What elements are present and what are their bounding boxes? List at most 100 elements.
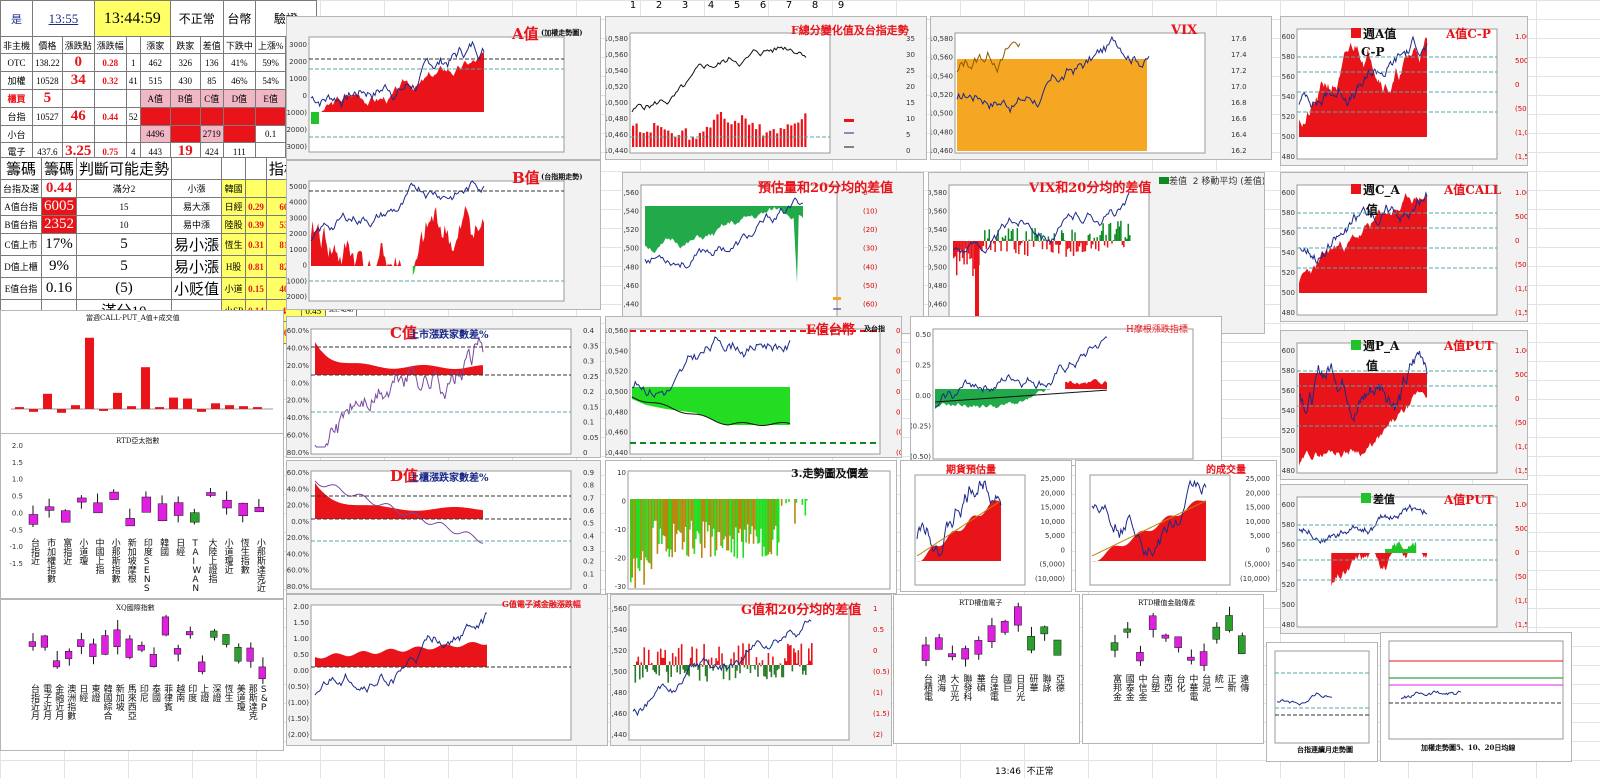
y-tick-label: 2.0 bbox=[12, 442, 23, 450]
y-tick-label: 10,560 bbox=[606, 51, 628, 59]
cp-bar bbox=[211, 403, 220, 409]
candle-body bbox=[1110, 642, 1119, 651]
tab-9[interactable]: 9 bbox=[837, 0, 845, 11]
tab-3[interactable]: 3 bbox=[681, 0, 689, 11]
f-index-line bbox=[631, 46, 807, 113]
panel-g-diff: 10,560 10,540 10,520 10,500 10,480 10,460 10,4… bbox=[610, 594, 892, 746]
candle-label: 一 bbox=[1215, 684, 1224, 694]
y-tick-label: 5 bbox=[906, 131, 910, 139]
y-tick-label: 10,000 bbox=[1246, 518, 1271, 526]
y-tick-label: 10,600 bbox=[1281, 347, 1295, 355]
y-tick-label: (1) bbox=[873, 689, 883, 697]
y-tick-label: (1,500) bbox=[1515, 467, 1527, 475]
diff-put-chart: 10,600 10,580 10,560 10,540 10,520 10,500 10,4… bbox=[1281, 496, 1527, 629]
f-bar bbox=[776, 133, 779, 147]
y-tick-label: (10,000) bbox=[1240, 575, 1270, 583]
tab-5[interactable]: 5 bbox=[733, 0, 741, 11]
e-value-title: E值台幣 bbox=[806, 323, 855, 338]
tr-bar bbox=[745, 499, 747, 543]
tr-bar bbox=[689, 499, 691, 530]
quote-cell: A值 bbox=[139, 89, 171, 108]
candle-label: 度 bbox=[188, 692, 197, 704]
gd-bar bbox=[758, 662, 761, 665]
gd-bar bbox=[763, 665, 765, 677]
quote-row: 櫃買5A值B值C值D值E值自差 bbox=[0, 89, 317, 108]
vixdiff-bar bbox=[1115, 228, 1118, 241]
cp-bar bbox=[169, 397, 178, 409]
tab-6[interactable]: 6 bbox=[759, 0, 767, 11]
candle-label: 傳 bbox=[1240, 682, 1249, 694]
y-tick-label: (2) bbox=[873, 731, 883, 739]
candle-label: 指 bbox=[63, 546, 72, 558]
strategy-cell bbox=[245, 179, 267, 198]
y-tick-label: 17.4 bbox=[1231, 51, 1247, 59]
vixdiff-bar bbox=[1081, 241, 1084, 253]
tab-8[interactable]: 8 bbox=[811, 0, 819, 11]
gd-bar bbox=[691, 646, 693, 665]
tab-7[interactable]: 7 bbox=[785, 0, 793, 11]
y-tick-label: 10,580 bbox=[1281, 521, 1295, 529]
vixdiff-bar bbox=[1112, 240, 1115, 241]
ok-cell[interactable]: 是 bbox=[0, 0, 34, 37]
tab-4[interactable]: 4 bbox=[707, 0, 715, 11]
panel-volume-b: 25,000 20,000 15,000 10,000 5,000 0 (5,000) (10… bbox=[1075, 460, 1277, 592]
vixdiff-bar bbox=[967, 241, 970, 254]
candle-body bbox=[1014, 606, 1022, 626]
tab-2[interactable]: 2 bbox=[655, 0, 663, 11]
candle-label: 聯 bbox=[964, 673, 973, 685]
candle-body bbox=[109, 491, 119, 500]
tr-bar bbox=[649, 499, 651, 564]
candle-label: 積 bbox=[924, 682, 933, 694]
y-tick-label: 10,540 bbox=[606, 347, 628, 355]
y-tick-label: 10,540 bbox=[623, 208, 639, 216]
cp-bar bbox=[127, 406, 136, 409]
y-tick-label: 10,540 bbox=[931, 72, 953, 80]
tr-bar bbox=[739, 499, 742, 529]
y-tick-label: 1.00 bbox=[293, 635, 309, 643]
clock-left[interactable]: 13:55 bbox=[32, 0, 95, 37]
candle-label: 光 bbox=[950, 691, 959, 703]
callput-chart bbox=[11, 337, 273, 413]
strategy-cell: 15 bbox=[76, 197, 173, 216]
gd-bar bbox=[742, 643, 744, 665]
candle-label: P bbox=[261, 703, 267, 713]
candle-label: 那 bbox=[257, 547, 266, 558]
vixdiff-bar bbox=[979, 241, 982, 249]
y-tick-label: 20.0% bbox=[287, 502, 309, 510]
sheet-tabs[interactable]: 1 2 3 4 5 6 7 8 9 bbox=[620, 0, 854, 14]
gd-bar bbox=[703, 643, 705, 665]
value-line bbox=[1299, 191, 1428, 264]
quote-cell: 54% bbox=[254, 71, 287, 90]
y-tick-label: 1.000 bbox=[1515, 33, 1527, 41]
y-tick-label: 0 bbox=[583, 449, 587, 457]
quote-cell: 加權 bbox=[0, 71, 34, 90]
y-tick-label: 10,540 bbox=[1281, 407, 1295, 415]
e-value-chart: 10,560 10,540 10,520 10,500 10,480 10,460 10,4… bbox=[606, 327, 901, 457]
candle-body bbox=[173, 502, 184, 516]
tr-bar bbox=[726, 499, 728, 551]
g-area bbox=[315, 642, 487, 667]
candle-label: 加 bbox=[128, 547, 137, 558]
vixdiff-bar bbox=[1041, 241, 1044, 250]
vixdiff-bar bbox=[1004, 235, 1007, 241]
gd-bar bbox=[778, 665, 780, 669]
gd-bar bbox=[697, 665, 699, 670]
y-tick-label: 0.1 bbox=[896, 368, 901, 376]
gd-bar bbox=[680, 644, 683, 665]
clock-main: 13:44:59 bbox=[93, 0, 171, 37]
candle-label: 華 bbox=[977, 673, 986, 685]
tr-bar bbox=[665, 499, 668, 552]
tr-bar bbox=[729, 499, 731, 536]
y-tick-label: (3000) bbox=[287, 143, 307, 151]
gd-bar bbox=[800, 643, 803, 665]
gd-bar bbox=[773, 665, 776, 675]
vixdiff-bar bbox=[984, 230, 986, 241]
vixdiff-bar bbox=[1069, 241, 1072, 252]
strategy-cell: 易小漲 bbox=[171, 233, 223, 256]
vixdiff-bar bbox=[1035, 234, 1038, 241]
week-p-label: 週P_A bbox=[1363, 339, 1400, 353]
tab-1[interactable]: 1 bbox=[629, 0, 637, 11]
gd-bar bbox=[739, 665, 741, 674]
quote-table: 是 13:55 13:44:59 不正常 台幣 驗證 非主機價格漲跌點漲跌幅漲家… bbox=[0, 0, 317, 179]
